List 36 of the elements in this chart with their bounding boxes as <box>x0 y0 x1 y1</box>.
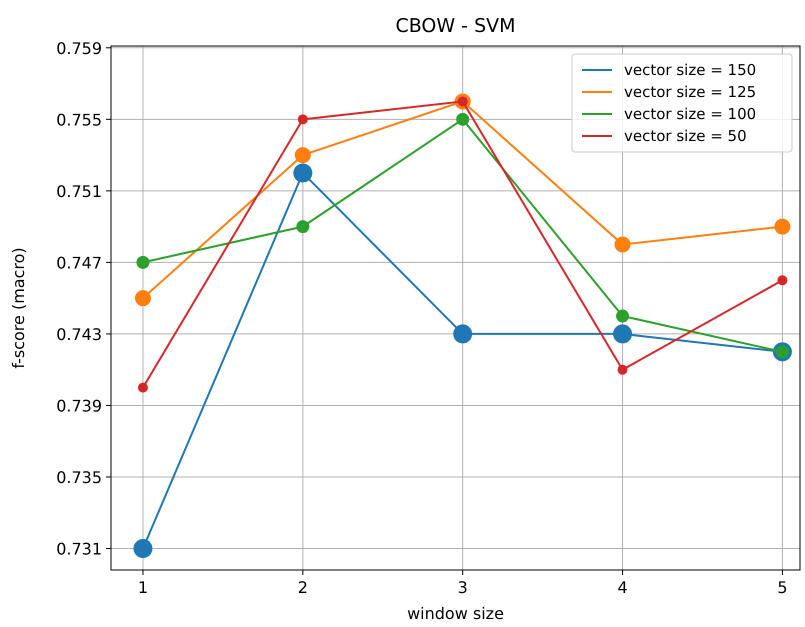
x-tick-label: 2 <box>298 578 308 597</box>
point <box>136 256 150 269</box>
legend-label: vector size = 100 <box>624 105 756 123</box>
point <box>616 310 630 323</box>
point <box>453 324 472 344</box>
point <box>618 364 628 375</box>
x-tick-label: 1 <box>138 578 148 597</box>
point <box>613 324 632 344</box>
point <box>294 147 311 164</box>
legend-label: vector size = 150 <box>624 61 756 79</box>
y-tick-label: 0.739 <box>56 396 102 416</box>
y-tick-label: 0.759 <box>56 38 102 58</box>
y-tick-label: 0.751 <box>56 182 102 201</box>
y-tick-label: 0.743 <box>56 324 102 344</box>
x-axis-title: window size <box>407 604 504 623</box>
point <box>293 163 312 182</box>
x-tick-label: 5 <box>777 578 788 597</box>
x-tick-label: 3 <box>458 578 468 597</box>
x-tick-label: 4 <box>617 578 628 597</box>
point <box>774 218 790 235</box>
point <box>298 114 308 124</box>
legend-label: vector size = 50 <box>624 127 747 145</box>
point <box>777 275 788 286</box>
y-tick-label: 0.731 <box>56 540 102 559</box>
y-axis-title: f-score (macro) <box>9 247 28 369</box>
y-tick-label: 0.755 <box>56 110 102 130</box>
point <box>138 382 148 393</box>
legend-label: vector size = 125 <box>624 83 756 101</box>
y-tick-label: 0.747 <box>56 253 102 272</box>
point <box>296 220 310 234</box>
point <box>134 290 151 306</box>
point <box>614 236 631 253</box>
point <box>133 539 152 558</box>
y-tick-label: 0.735 <box>56 468 102 488</box>
chart-title: CBOW - SVM <box>395 15 516 37</box>
point <box>456 112 470 126</box>
